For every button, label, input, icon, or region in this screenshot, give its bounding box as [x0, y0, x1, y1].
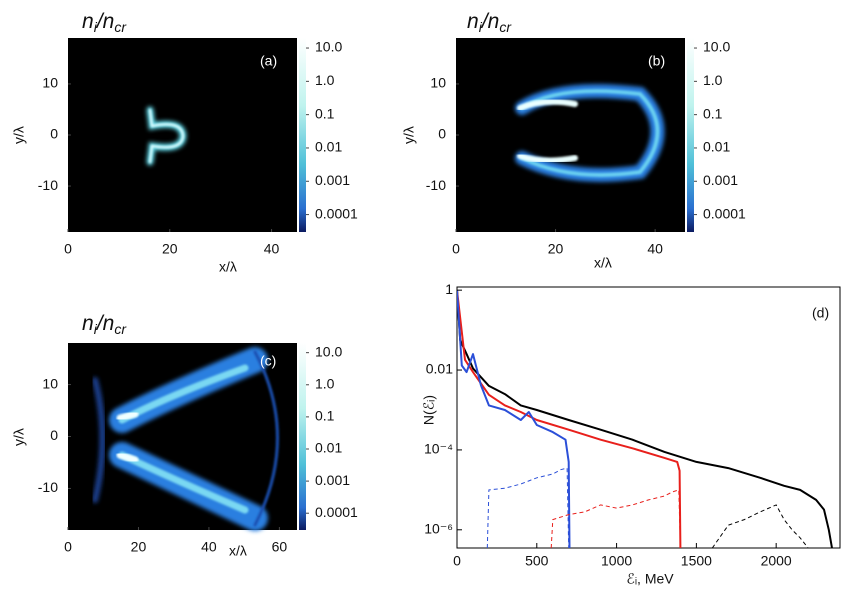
dashed-line — [550, 489, 681, 548]
y-tick-label: -10 — [38, 177, 58, 193]
y-tick-label: 10⁻⁴ — [424, 441, 453, 457]
y-axis-label: N(ℰᵢ) — [421, 395, 437, 425]
x-axis-label: ℰᵢ, MeV — [626, 571, 674, 587]
x-tick-label: 20 — [548, 241, 564, 257]
x-tick-label: 0 — [452, 241, 460, 257]
x-tick-label: 20 — [131, 539, 147, 555]
panel-title: ni/ncr — [82, 10, 127, 35]
y-tick-label: 0 — [50, 427, 58, 443]
colorbar-tick-label: 0.001 — [315, 172, 350, 188]
panel-label: (c) — [260, 353, 276, 369]
panel-title: ni/ncr — [82, 312, 127, 337]
x-tick-label: 500 — [525, 553, 549, 569]
density-plume — [515, 84, 665, 182]
panel-label: (d) — [812, 305, 829, 321]
colorbar-tick-label: 0.001 — [315, 472, 350, 488]
panel-title: ni/ncr — [467, 10, 512, 35]
colorbar-tick-label: 0.1 — [315, 105, 335, 121]
colorbar-tick-label: 0.01 — [315, 440, 342, 456]
colorbar-tick-label: 0.001 — [703, 172, 738, 188]
x-axis-label: x/λ — [594, 255, 612, 271]
x-tick-label: 20 — [162, 241, 178, 257]
colorbar-tick-label: 10.0 — [703, 39, 730, 55]
line — [457, 290, 571, 548]
y-tick-label: -10 — [38, 479, 58, 495]
map-background — [456, 38, 685, 232]
x-tick-label: 40 — [264, 241, 280, 257]
y-tick-label: 10⁻⁶ — [424, 520, 453, 536]
colorbar-tick-label: 10.0 — [315, 39, 342, 55]
y-axis-label: y/λ — [401, 126, 417, 144]
y-tick-label: 10 — [42, 375, 58, 391]
x-tick-label: 0 — [453, 553, 461, 569]
x-axis-label: x/λ — [219, 259, 237, 275]
y-tick-label: 0.01 — [426, 361, 453, 377]
dashed-line — [486, 467, 570, 548]
x-tick-label: 60 — [272, 539, 288, 555]
y-tick-label: 0 — [438, 126, 446, 142]
colorbar — [299, 38, 306, 232]
x-tick-label: 40 — [647, 241, 663, 257]
colorbar-tick-label: 1.0 — [315, 72, 335, 88]
colorbar — [299, 343, 306, 530]
colorbar-tick-label: 0.01 — [703, 139, 730, 155]
colorbar-tick-label: 0.0001 — [315, 504, 358, 520]
colorbar-tick-label: 0.1 — [315, 408, 335, 424]
y-axis-label: y/λ — [11, 126, 27, 144]
colorbar-tick-label: 0.0001 — [315, 205, 358, 221]
x-tick-label: 0 — [64, 241, 72, 257]
colorbar-tick-label: 1.0 — [703, 72, 723, 88]
colorbar-tick-label: 10.0 — [315, 343, 342, 359]
y-tick-label: 0 — [50, 126, 58, 142]
y-tick-label: 1 — [445, 281, 453, 297]
colorbar-tick-label: 0.0001 — [703, 205, 746, 221]
colorbar-tick-label: 1.0 — [315, 375, 335, 391]
x-tick-label: 40 — [201, 539, 217, 555]
density-plume — [146, 106, 187, 166]
y-tick-label: 10 — [430, 75, 446, 91]
y-axis-label: y/λ — [11, 428, 27, 446]
map-background — [68, 343, 297, 530]
panel-label: (b) — [648, 53, 665, 69]
colorbar-tick-label: 0.1 — [703, 105, 723, 121]
panel-label: (a) — [260, 53, 277, 69]
x-tick-label: 0 — [64, 539, 72, 555]
plot-frame — [456, 286, 841, 549]
colorbar-tick-label: 0.01 — [315, 139, 342, 155]
dashed-line — [711, 504, 809, 548]
x-tick-label: 1000 — [601, 553, 632, 569]
x-tick-label: 1500 — [681, 553, 712, 569]
y-tick-label: -10 — [426, 177, 446, 193]
y-tick-label: 10 — [42, 75, 58, 91]
line — [457, 290, 833, 548]
colorbar — [687, 38, 694, 232]
x-tick-label: 2000 — [761, 553, 792, 569]
density-plume — [92, 347, 279, 531]
x-axis-label: x/λ — [229, 543, 247, 559]
line — [457, 290, 682, 548]
